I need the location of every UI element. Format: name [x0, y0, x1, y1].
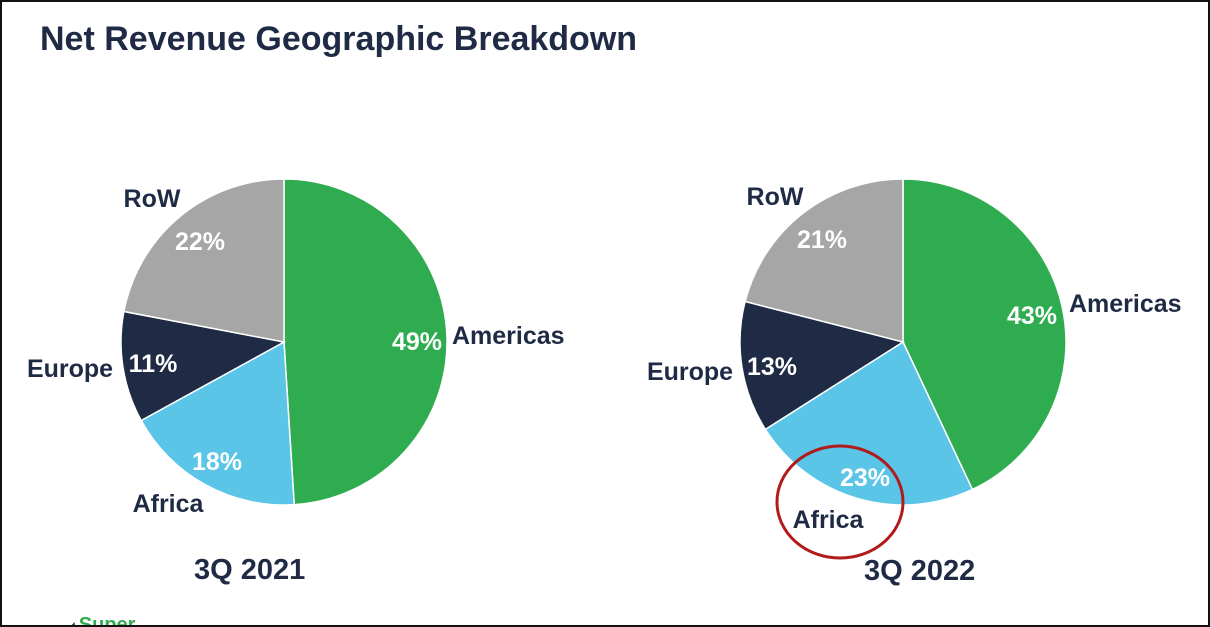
value-label-row: 21%	[797, 226, 847, 254]
pie-slice-row	[123, 178, 285, 343]
pie-slice-row	[744, 178, 904, 343]
period-label-3q-2022: 3Q 2022	[864, 555, 976, 587]
category-label-europe: Europe	[27, 355, 113, 383]
pie-chart-3q-2022: Americas 43% Africa 23% Europe 13% RoW 21%	[647, 178, 1182, 534]
pie-slice-europe	[739, 300, 905, 431]
category-label-americas: Americas	[452, 322, 565, 350]
category-label-americas: Americas	[1069, 290, 1182, 318]
logo-mark-icon: ◢	[64, 618, 75, 627]
pie-slice-africa	[140, 340, 296, 506]
logo: ◢ Super	[64, 614, 136, 627]
pie-slice-africa	[764, 340, 974, 506]
page-title: Net Revenue Geographic Breakdown	[40, 20, 638, 58]
pie-slice-americas	[283, 178, 448, 506]
pie-slice-europe	[120, 310, 287, 422]
category-label-europe: Europe	[647, 358, 733, 386]
value-label-row: 22%	[175, 228, 225, 256]
category-label-africa: Africa	[133, 490, 205, 518]
value-label-europe: 11%	[129, 350, 178, 378]
value-label-americas: 49%	[392, 328, 442, 356]
value-label-americas: 43%	[1007, 302, 1057, 330]
highlight-circle	[775, 444, 905, 560]
value-label-europe: 13%	[747, 353, 797, 381]
pie-chart-3q-2021: Americas 49% Africa 18% Europe 11% RoW 22%	[27, 178, 565, 518]
pie-slice-americas	[902, 178, 1067, 491]
value-label-africa: 18%	[192, 448, 242, 476]
logo-text: Super	[78, 614, 136, 627]
value-label-africa: 23%	[840, 464, 890, 492]
period-label-3q-2021: 3Q 2021	[194, 554, 306, 586]
category-label-africa: Africa	[793, 506, 865, 534]
category-label-row: RoW	[747, 183, 804, 211]
category-label-row: RoW	[124, 185, 181, 213]
